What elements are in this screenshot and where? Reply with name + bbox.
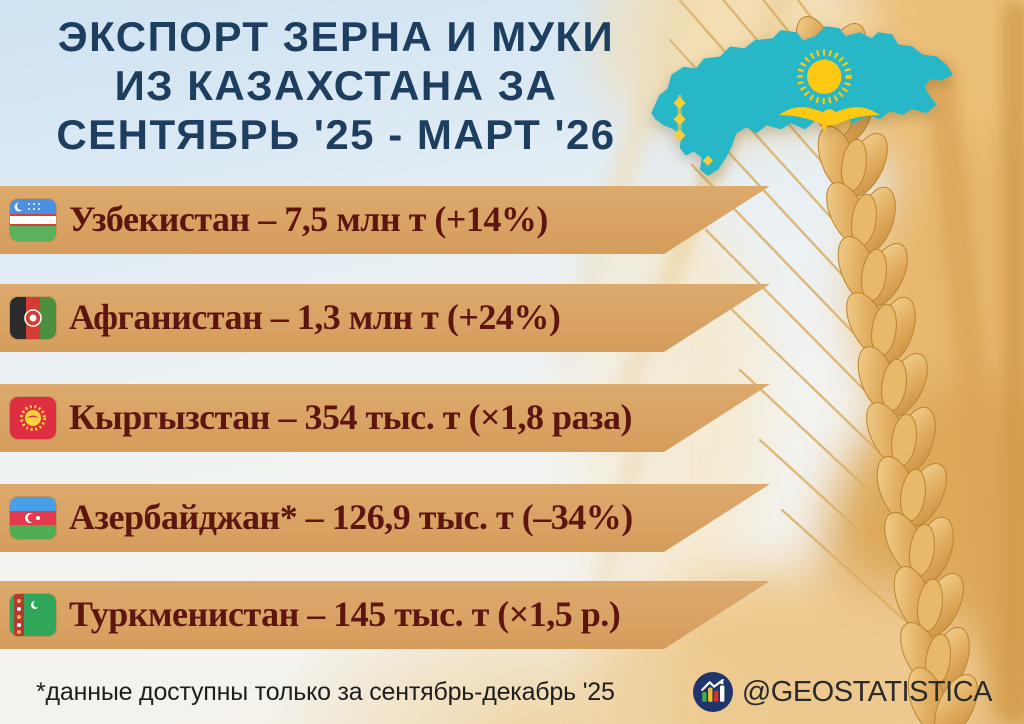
azerbaijan-flag-icon [10,497,56,539]
kyrgyzstan-flag-icon [10,397,56,439]
afghanistan-flag-icon [10,297,56,339]
row-text: Азербайджан* – 126,9 тыс. т (–34%) [69,496,633,537]
row-text: Узбекистан – 7,5 млн т (+14%) [69,198,548,239]
title-line-2: ИЗ КАЗАХСТАНА ЗА [114,62,558,110]
brand-signature: @GEOSTATISTICA [692,672,993,712]
row-afghanistan: Афганистан – 1,3 млн т (+24%) [0,284,770,352]
page-title: ЭКСПОРТ ЗЕРНА И МУКИ ИЗ КАЗАХСТАНА ЗА СЕ… [8,12,664,159]
row-azerbaijan: Азербайджан* – 126,9 тыс. т (–34%) [0,484,770,552]
title-line-1: ЭКСПОРТ ЗЕРНА И МУКИ [57,13,615,60]
row-kyrgyzstan: Кыргызстан – 354 тыс. т (×1,8 раза) [0,384,770,452]
row-turkmenistan: Туркменистан – 145 тыс. т (×1,5 р.) [0,581,770,649]
sun-icon [796,49,852,105]
title-line-3: СЕНТЯБРЬ '25 - МАРТ '26 [56,111,616,159]
row-text: Афганистан – 1,3 млн т (+24%) [69,296,561,337]
row-text: Туркменистан – 145 тыс. т (×1,5 р.) [69,593,621,634]
uzbekistan-flag-icon [10,199,56,241]
footnote: *данные доступны только за сентябрь-дека… [36,678,615,706]
social-handle: @GEOSTATISTICA [741,675,993,708]
row-text: Кыргызстан – 354 тыс. т (×1,8 раза) [69,396,632,437]
kazakh-ornament [673,94,713,166]
eagle-icon [778,107,880,133]
geostatistica-logo-icon [692,672,733,712]
turkmenistan-flag-icon [10,594,56,636]
row-uzbekistan: Узбекистан – 7,5 млн т (+14%) [0,186,770,254]
kazakhstan-map [651,26,953,176]
